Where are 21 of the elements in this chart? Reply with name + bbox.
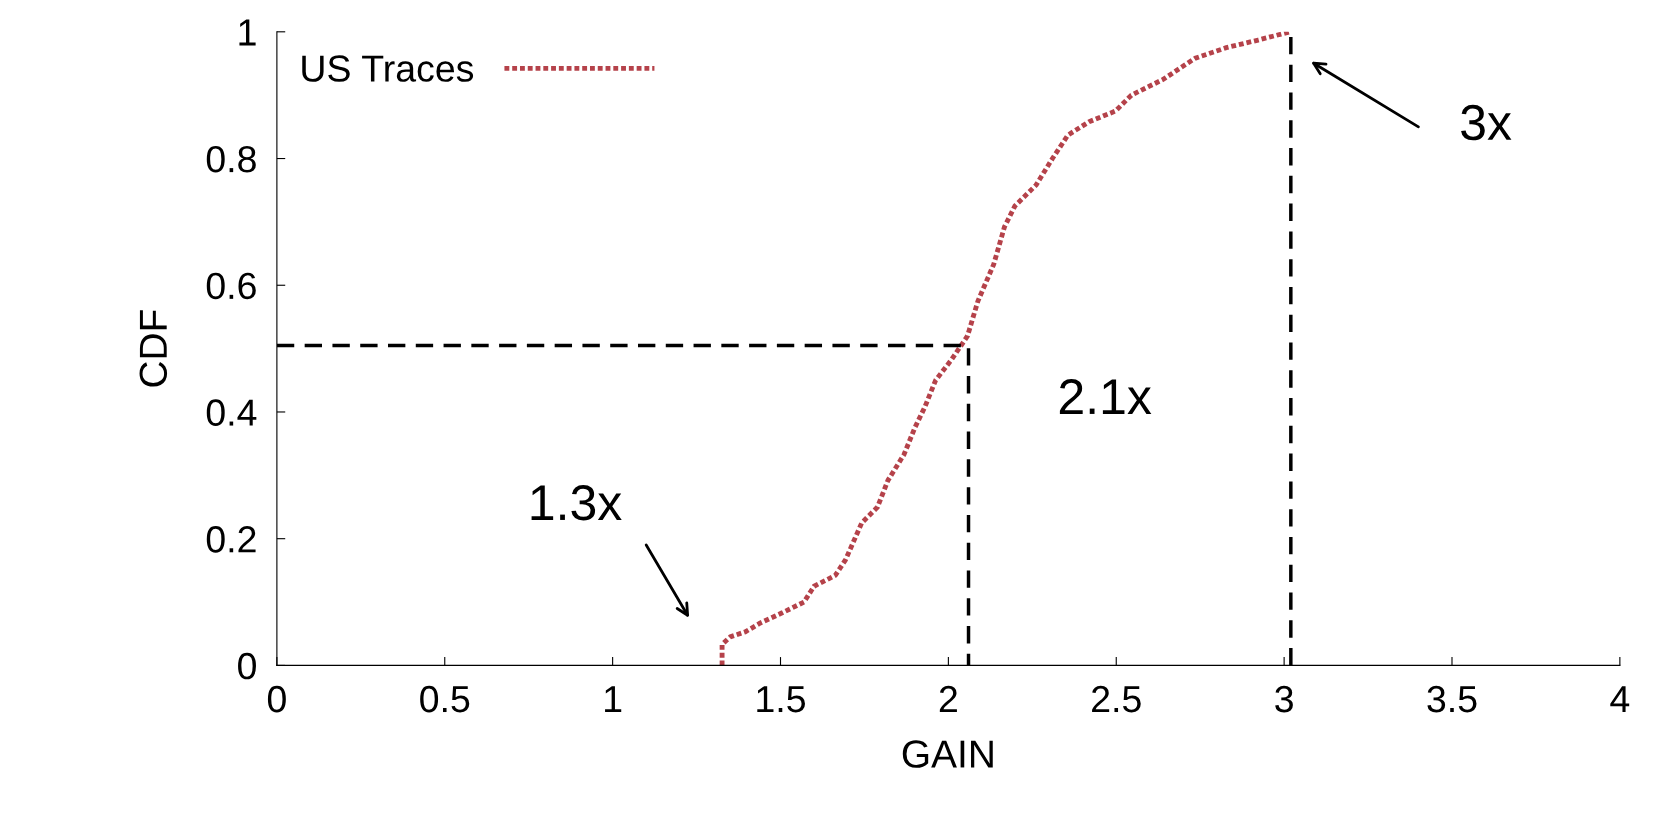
x-tick-label: 0 (267, 685, 286, 713)
y-tick-label: 0.2 (206, 526, 256, 553)
x-tick-label: 0.5 (420, 685, 470, 713)
x-tick-label: 4 (1610, 686, 1630, 713)
legend-label: US Traces (302, 55, 474, 82)
annotation: 2.1x (1059, 379, 1152, 414)
y-tick-label: 1 (239, 19, 256, 46)
x-tick-label: 3.5 (1427, 685, 1477, 713)
x-tick-label: 2 (939, 685, 957, 713)
y-axis-title: CDF (139, 310, 168, 387)
y-tick-label: 0 (238, 652, 256, 680)
y-tick-label: 0.6 (206, 272, 256, 300)
x-tick-label: 2.5 (1092, 685, 1141, 713)
annotation: 1.3x (531, 485, 622, 521)
x-axis-title: GAIN (902, 740, 993, 768)
annotation: 3x (1461, 104, 1512, 141)
y-tick-label: 0.4 (206, 399, 257, 426)
x-tick-label: 1.5 (757, 686, 805, 713)
x-tick-label: 1 (605, 686, 622, 713)
x-tick-label: 3 (1275, 685, 1293, 713)
y-tick-label: 0.8 (206, 145, 256, 173)
